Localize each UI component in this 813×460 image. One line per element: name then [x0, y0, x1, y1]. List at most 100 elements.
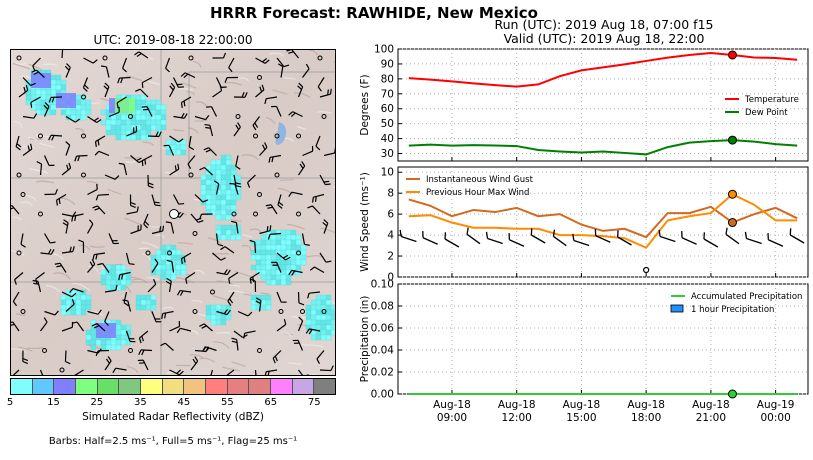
barb-flag: [220, 246, 226, 251]
colorbar-swatch: [271, 379, 293, 394]
barb-shaft: [151, 262, 159, 273]
wind-barb: [141, 106, 153, 117]
barb-flag: [33, 71, 39, 75]
legend-label: Accumulated Precipitation: [691, 292, 802, 302]
barb-shaft: [531, 234, 546, 244]
wind-barb: [185, 271, 196, 284]
barb-shaft: [244, 330, 256, 334]
y-tick-label: 0.10: [371, 279, 394, 291]
radar-core-pixel: [96, 328, 101, 333]
barb-flag: [277, 204, 283, 209]
barb-flag: [16, 143, 22, 148]
terrain-ridge: [188, 127, 199, 134]
barb-shaft: [76, 154, 88, 157]
wind-barb: [199, 323, 213, 332]
barb-shaft: [276, 252, 286, 261]
valid-time-marker: [727, 389, 737, 399]
radar-core-pixel: [31, 78, 36, 83]
wind-barb: [199, 213, 213, 220]
barb-flag: [74, 155, 78, 162]
terrain-ridge: [125, 160, 136, 163]
barb-flag: [169, 85, 174, 91]
wind-barb: [169, 369, 184, 375]
panel-frame: [397, 48, 809, 162]
barb-shaft: [249, 271, 260, 279]
barb-flag: [658, 229, 661, 237]
barb-shaft: [40, 321, 48, 332]
barb-flag: [178, 138, 184, 143]
barb-flag: [71, 292, 77, 298]
radar-core-pixel: [46, 83, 51, 88]
y-tick-label: 0.00: [371, 389, 394, 401]
terrain-ridge: [27, 136, 38, 142]
calm-wind-circle: [300, 309, 305, 314]
wind-barb: [276, 319, 287, 332]
wind-barb: [176, 327, 192, 334]
wind-barb: [187, 155, 196, 169]
barb-flag: [316, 358, 321, 364]
barb-flag: [154, 318, 161, 320]
station-wind-barb: [552, 229, 567, 247]
calm-wind-circle: [20, 192, 26, 197]
radar-core-pixel: [66, 98, 71, 103]
barb-shaft: [215, 183, 220, 195]
barb-shaft: [65, 144, 71, 156]
barb-flag: [217, 243, 224, 247]
wind-barb: [125, 330, 136, 343]
wind-barb: [307, 291, 321, 299]
radar-core-pixel: [56, 103, 61, 108]
wind-barb: [169, 163, 180, 176]
terrain-ridge: [272, 89, 288, 95]
barb-flag: [178, 86, 184, 88]
terrain-ridge: [241, 245, 252, 252]
calm-wind-circle: [231, 211, 237, 217]
map-title: UTC: 2019-08-18 22:00:00: [93, 33, 253, 47]
radar-core-pixel: [96, 333, 101, 338]
valid-line: Valid (UTC): 2019 Aug 18, 22:00: [503, 31, 705, 46]
station-wind-barb: [617, 230, 632, 246]
wind-barb: [216, 309, 231, 316]
barb-flag: [266, 226, 269, 232]
wind-barb: [254, 369, 258, 375]
wind-barb: [104, 284, 118, 293]
wind-barb: [116, 96, 127, 109]
barb-flag: [143, 108, 149, 111]
radar-core-pixel: [41, 83, 46, 88]
radar-core-pixel: [106, 333, 111, 338]
barb-shaft: [185, 271, 196, 279]
radar-core-pixel: [106, 323, 111, 328]
barb-flag: [137, 225, 139, 231]
barb-shaft: [22, 77, 32, 86]
barb-flag: [94, 150, 100, 156]
y-tick-label: 60: [381, 103, 394, 115]
barb-flag: [101, 65, 107, 68]
barb-shaft: [216, 310, 228, 316]
y-tick-label: 0: [387, 272, 394, 284]
colorbar-swatch: [97, 379, 120, 394]
barb-shaft: [126, 211, 138, 215]
terrain-ridge: [35, 134, 54, 138]
barb-flag: [62, 222, 68, 227]
barb-shaft: [422, 237, 438, 245]
barb-shaft: [39, 163, 43, 176]
terrain-ridge: [212, 341, 230, 350]
wind-barb: [277, 63, 284, 78]
y-tick-label: 50: [381, 118, 394, 130]
radar-pixel: [80, 114, 87, 121]
wind-barb: [298, 161, 306, 176]
barb-shaft: [259, 146, 268, 156]
wind-barb: [302, 145, 314, 157]
barb-flag: [179, 290, 184, 296]
barb-shaft: [190, 213, 199, 223]
barb-flag: [292, 339, 299, 342]
barb-shaft: [35, 272, 45, 280]
barb-flag: [301, 161, 306, 167]
wind-barb: [233, 174, 242, 188]
barb-flag: [231, 337, 237, 341]
terrain-ridge: [186, 91, 196, 96]
barb-flag: [206, 106, 212, 108]
barb-flag: [51, 135, 55, 141]
barb-flag: [15, 146, 21, 151]
y-tick-label: 4: [387, 230, 394, 242]
calm-wind-circle: [643, 266, 650, 274]
